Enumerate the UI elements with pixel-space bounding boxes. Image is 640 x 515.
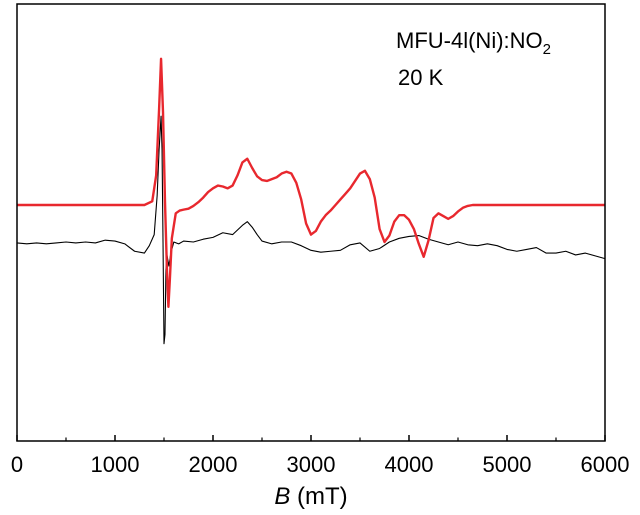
x-tick-label: 0 [11, 452, 23, 477]
plot-frame [16, 3, 606, 442]
x-tick-label: 6000 [581, 452, 630, 477]
x-tick-label: 2000 [189, 452, 238, 477]
series-line-red [17, 57, 605, 308]
x-axis-label: B (mT) [274, 483, 347, 510]
x-tick-label: 5000 [483, 452, 532, 477]
temperature-annotation: 20 K [398, 65, 444, 90]
x-tick-label: 1000 [91, 452, 140, 477]
sample-annotation-subscript: 2 [543, 41, 551, 58]
sample-annotation: MFU-4l(Ni):NO2 [396, 28, 551, 58]
plot-series-group [16, 57, 606, 345]
x-axis-ticks [16, 435, 606, 441]
x-axis-tick-labels: 0 1000 2000 3000 4000 5000 6000 [11, 452, 630, 477]
x-axis-label-symbol: B [274, 483, 290, 510]
x-tick-label: 4000 [385, 452, 434, 477]
sample-annotation-main: MFU-4l(Ni):NO [396, 28, 543, 53]
x-axis-label-unit: (mT) [290, 483, 347, 510]
series-line-black [16, 115, 606, 345]
x-tick-label: 3000 [287, 452, 336, 477]
